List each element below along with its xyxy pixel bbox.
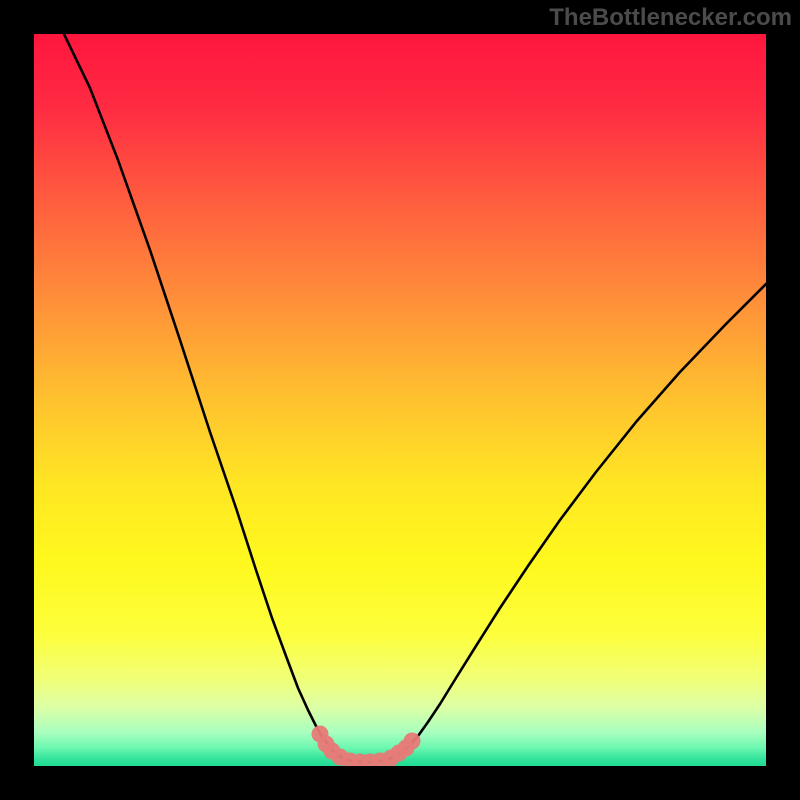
chart-svg: [0, 0, 800, 800]
curve-marker: [404, 733, 421, 750]
watermark-text: TheBottlenecker.com: [549, 4, 792, 32]
